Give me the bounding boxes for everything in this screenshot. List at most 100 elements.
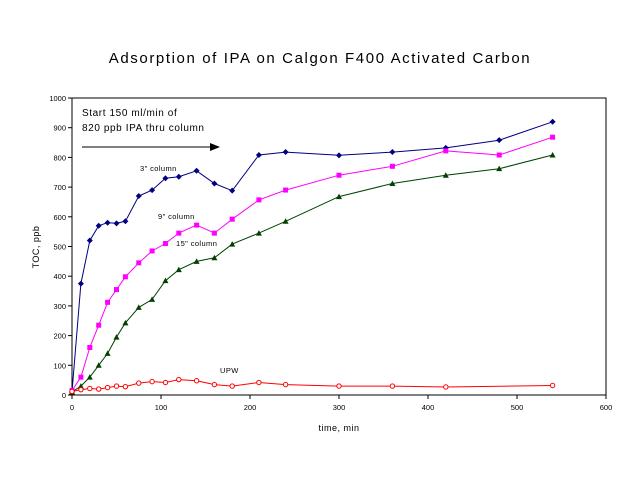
- data-point: [282, 218, 289, 224]
- data-point: [549, 152, 556, 158]
- data-point: [149, 187, 156, 194]
- data-point: [175, 173, 182, 180]
- y-tick-label: 200: [53, 332, 66, 341]
- annotation-line-1: Start 150 ml/min of: [82, 108, 177, 119]
- x-axis: 0 100 200 300 400 500 600: [70, 395, 612, 412]
- data-point: [550, 134, 556, 140]
- data-point: [149, 296, 156, 302]
- data-point: [255, 230, 262, 236]
- data-point: [336, 383, 342, 389]
- data-point: [87, 344, 93, 350]
- data-point: [104, 384, 111, 391]
- data-point: [211, 230, 217, 236]
- y-tick-label: 100: [53, 361, 66, 370]
- data-point: [86, 237, 93, 244]
- data-point: [389, 149, 396, 156]
- data-point: [104, 219, 111, 226]
- data-point: [136, 260, 142, 266]
- series-labels: 3" column 9" column 15" column UPW: [140, 164, 239, 375]
- x-tick-label: 200: [244, 403, 257, 412]
- data-point: [389, 383, 396, 389]
- data-point: [113, 220, 120, 227]
- data-point: [283, 187, 289, 193]
- x-tick-label: 300: [333, 403, 346, 412]
- data-point: [86, 374, 93, 380]
- x-tick-label: 500: [511, 403, 524, 412]
- annotation-arrowhead: [210, 143, 220, 151]
- data-point: [255, 152, 262, 159]
- plot-area: [71, 97, 607, 396]
- data-point: [77, 280, 84, 287]
- series-label-15in: 15" column: [176, 239, 217, 248]
- data-point: [282, 149, 289, 156]
- data-point: [549, 382, 556, 389]
- y-tick-label: 300: [53, 302, 66, 311]
- x-tick-label: 600: [600, 403, 613, 412]
- y-tick-label: 700: [53, 183, 66, 192]
- data-point: [135, 193, 142, 200]
- data-point: [496, 137, 503, 144]
- series-2: [69, 152, 556, 395]
- y-axis: 0 100 200 300 400 500 600 700 800 900 1000: [49, 94, 72, 400]
- chart-title: Adsorption of IPA on Calgon F400 Activat…: [109, 50, 532, 67]
- y-tick-label: 900: [53, 124, 66, 133]
- series-layer: [69, 118, 556, 396]
- data-point: [104, 350, 111, 356]
- data-point: [114, 287, 119, 293]
- data-point: [78, 374, 84, 380]
- data-point: [105, 299, 111, 305]
- data-point: [549, 118, 556, 125]
- data-point: [69, 388, 75, 395]
- data-point: [193, 378, 200, 384]
- data-point: [442, 172, 449, 178]
- data-point: [149, 248, 155, 254]
- data-point: [389, 163, 395, 169]
- data-point: [256, 379, 262, 386]
- data-point: [229, 383, 235, 389]
- data-point: [122, 218, 129, 225]
- series-3: [69, 376, 556, 395]
- series-label-upw: UPW: [220, 366, 239, 375]
- data-point: [194, 222, 200, 228]
- data-point: [211, 254, 218, 261]
- y-tick-label: 0: [62, 391, 66, 400]
- annotation: Start 150 ml/min of 820 ppb IPA thru col…: [82, 108, 220, 151]
- data-point: [162, 175, 169, 182]
- data-point: [336, 172, 342, 178]
- data-point: [256, 197, 262, 203]
- data-point: [95, 222, 102, 229]
- data-point: [96, 322, 102, 328]
- data-point: [149, 378, 155, 385]
- y-tick-label: 1000: [49, 94, 66, 103]
- data-point: [113, 334, 120, 340]
- data-point: [193, 167, 200, 174]
- x-tick-label: 100: [155, 403, 168, 412]
- series-1: [69, 134, 556, 394]
- data-point: [211, 381, 218, 388]
- data-point: [162, 241, 168, 247]
- data-point: [336, 152, 342, 159]
- data-point: [496, 165, 503, 172]
- data-point: [136, 380, 142, 386]
- data-point: [78, 386, 84, 393]
- data-point: [193, 258, 200, 264]
- data-point: [113, 383, 120, 389]
- data-point: [176, 230, 182, 236]
- data-point: [389, 180, 396, 187]
- data-point: [77, 383, 84, 389]
- data-point: [229, 216, 235, 222]
- data-point: [496, 152, 502, 158]
- y-tick-label: 800: [53, 153, 66, 162]
- data-point: [229, 187, 236, 194]
- data-point: [162, 277, 169, 284]
- y-tick-label: 400: [53, 272, 66, 281]
- data-point: [87, 385, 93, 392]
- y-tick-label: 500: [53, 243, 66, 252]
- data-point: [443, 148, 449, 154]
- data-point: [162, 379, 169, 386]
- data-point: [443, 384, 449, 390]
- data-point: [95, 362, 102, 368]
- data-point: [122, 383, 129, 390]
- data-point: [176, 376, 182, 383]
